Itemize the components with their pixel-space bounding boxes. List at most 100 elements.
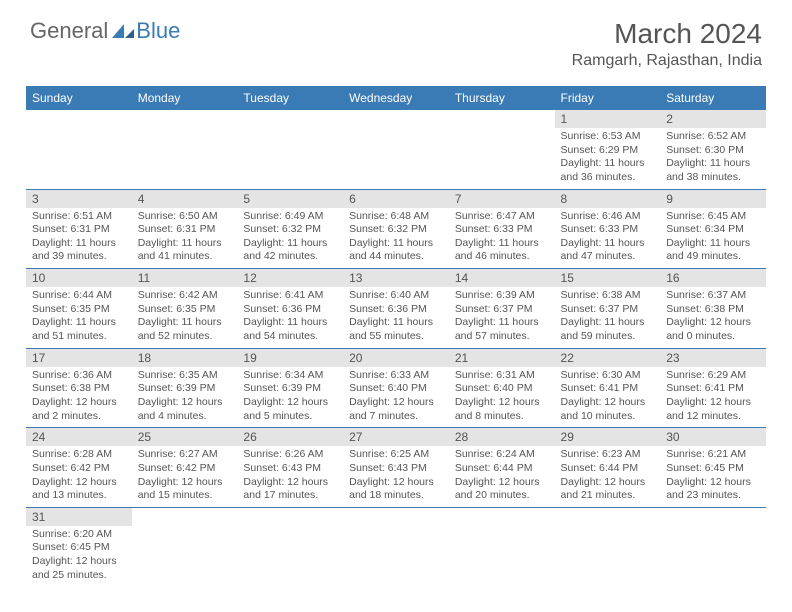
day-body: Sunrise: 6:45 AMSunset: 6:34 PMDaylight:… bbox=[660, 208, 766, 269]
sunset-text: Sunset: 6:30 PM bbox=[666, 144, 760, 158]
sunrise-text: Sunrise: 6:24 AM bbox=[455, 448, 549, 462]
daylight-text: Daylight: 11 hours and 39 minutes. bbox=[32, 237, 126, 264]
daylight-text: Daylight: 12 hours and 25 minutes. bbox=[32, 555, 126, 582]
day-number: 7 bbox=[449, 190, 555, 208]
sunrise-text: Sunrise: 6:42 AM bbox=[138, 289, 232, 303]
sunrise-text: Sunrise: 6:36 AM bbox=[32, 369, 126, 383]
calendar-cell: 27Sunrise: 6:25 AMSunset: 6:43 PMDayligh… bbox=[343, 428, 449, 508]
calendar-cell-empty bbox=[343, 110, 449, 189]
day-body: Sunrise: 6:53 AMSunset: 6:29 PMDaylight:… bbox=[555, 128, 661, 189]
calendar-cell: 7Sunrise: 6:47 AMSunset: 6:33 PMDaylight… bbox=[449, 189, 555, 269]
weekday-header: Sunday bbox=[26, 86, 132, 110]
sunrise-text: Sunrise: 6:52 AM bbox=[666, 130, 760, 144]
daylight-text: Daylight: 12 hours and 20 minutes. bbox=[455, 476, 549, 503]
day-body: Sunrise: 6:24 AMSunset: 6:44 PMDaylight:… bbox=[449, 446, 555, 507]
sunset-text: Sunset: 6:45 PM bbox=[32, 541, 126, 555]
sunrise-text: Sunrise: 6:25 AM bbox=[349, 448, 443, 462]
day-body: Sunrise: 6:27 AMSunset: 6:42 PMDaylight:… bbox=[132, 446, 238, 507]
weekday-header: Tuesday bbox=[237, 86, 343, 110]
logo-text-1: General bbox=[30, 18, 108, 44]
sunrise-text: Sunrise: 6:39 AM bbox=[455, 289, 549, 303]
sunrise-text: Sunrise: 6:35 AM bbox=[138, 369, 232, 383]
day-number: 10 bbox=[26, 269, 132, 287]
calendar-cell: 4Sunrise: 6:50 AMSunset: 6:31 PMDaylight… bbox=[132, 189, 238, 269]
calendar-cell: 17Sunrise: 6:36 AMSunset: 6:38 PMDayligh… bbox=[26, 348, 132, 428]
day-number: 24 bbox=[26, 428, 132, 446]
weekday-header-row: Sunday Monday Tuesday Wednesday Thursday… bbox=[26, 86, 766, 110]
sunset-text: Sunset: 6:44 PM bbox=[455, 462, 549, 476]
header: General Blue March 2024 Ramgarh, Rajasth… bbox=[0, 0, 792, 78]
sunset-text: Sunset: 6:44 PM bbox=[561, 462, 655, 476]
sunset-text: Sunset: 6:43 PM bbox=[243, 462, 337, 476]
day-number: 26 bbox=[237, 428, 343, 446]
calendar-cell: 5Sunrise: 6:49 AMSunset: 6:32 PMDaylight… bbox=[237, 189, 343, 269]
calendar-cell: 28Sunrise: 6:24 AMSunset: 6:44 PMDayligh… bbox=[449, 428, 555, 508]
daylight-text: Daylight: 12 hours and 4 minutes. bbox=[138, 396, 232, 423]
daylight-text: Daylight: 12 hours and 12 minutes. bbox=[666, 396, 760, 423]
location: Ramgarh, Rajasthan, India bbox=[572, 52, 762, 70]
calendar-cell: 3Sunrise: 6:51 AMSunset: 6:31 PMDaylight… bbox=[26, 189, 132, 269]
day-body: Sunrise: 6:30 AMSunset: 6:41 PMDaylight:… bbox=[555, 367, 661, 428]
calendar-cell: 31Sunrise: 6:20 AMSunset: 6:45 PMDayligh… bbox=[26, 507, 132, 586]
sunrise-text: Sunrise: 6:33 AM bbox=[349, 369, 443, 383]
day-body: Sunrise: 6:44 AMSunset: 6:35 PMDaylight:… bbox=[26, 287, 132, 348]
day-body: Sunrise: 6:20 AMSunset: 6:45 PMDaylight:… bbox=[26, 526, 132, 587]
sunrise-text: Sunrise: 6:38 AM bbox=[561, 289, 655, 303]
daylight-text: Daylight: 12 hours and 2 minutes. bbox=[32, 396, 126, 423]
day-number: 9 bbox=[660, 190, 766, 208]
sunset-text: Sunset: 6:31 PM bbox=[32, 223, 126, 237]
calendar-cell: 15Sunrise: 6:38 AMSunset: 6:37 PMDayligh… bbox=[555, 269, 661, 349]
sunrise-text: Sunrise: 6:27 AM bbox=[138, 448, 232, 462]
day-body: Sunrise: 6:51 AMSunset: 6:31 PMDaylight:… bbox=[26, 208, 132, 269]
sunrise-text: Sunrise: 6:40 AM bbox=[349, 289, 443, 303]
day-number: 22 bbox=[555, 349, 661, 367]
calendar-cell-empty bbox=[555, 507, 661, 586]
daylight-text: Daylight: 12 hours and 18 minutes. bbox=[349, 476, 443, 503]
calendar-cell: 20Sunrise: 6:33 AMSunset: 6:40 PMDayligh… bbox=[343, 348, 449, 428]
sunrise-text: Sunrise: 6:26 AM bbox=[243, 448, 337, 462]
day-number: 14 bbox=[449, 269, 555, 287]
day-body: Sunrise: 6:38 AMSunset: 6:37 PMDaylight:… bbox=[555, 287, 661, 348]
day-number: 1 bbox=[555, 110, 661, 128]
daylight-text: Daylight: 11 hours and 54 minutes. bbox=[243, 316, 337, 343]
sunrise-text: Sunrise: 6:37 AM bbox=[666, 289, 760, 303]
sail-icon bbox=[110, 22, 136, 40]
calendar-cell: 26Sunrise: 6:26 AMSunset: 6:43 PMDayligh… bbox=[237, 428, 343, 508]
calendar-cell: 14Sunrise: 6:39 AMSunset: 6:37 PMDayligh… bbox=[449, 269, 555, 349]
day-body: Sunrise: 6:28 AMSunset: 6:42 PMDaylight:… bbox=[26, 446, 132, 507]
day-number: 8 bbox=[555, 190, 661, 208]
day-number: 23 bbox=[660, 349, 766, 367]
sunset-text: Sunset: 6:40 PM bbox=[455, 382, 549, 396]
sunset-text: Sunset: 6:42 PM bbox=[32, 462, 126, 476]
weekday-header: Wednesday bbox=[343, 86, 449, 110]
sunset-text: Sunset: 6:38 PM bbox=[666, 303, 760, 317]
sunset-text: Sunset: 6:34 PM bbox=[666, 223, 760, 237]
calendar-row: 31Sunrise: 6:20 AMSunset: 6:45 PMDayligh… bbox=[26, 507, 766, 586]
day-body: Sunrise: 6:25 AMSunset: 6:43 PMDaylight:… bbox=[343, 446, 449, 507]
day-number: 17 bbox=[26, 349, 132, 367]
calendar-row: 3Sunrise: 6:51 AMSunset: 6:31 PMDaylight… bbox=[26, 189, 766, 269]
sunrise-text: Sunrise: 6:44 AM bbox=[32, 289, 126, 303]
calendar-cell-empty bbox=[343, 507, 449, 586]
weekday-header: Monday bbox=[132, 86, 238, 110]
daylight-text: Daylight: 11 hours and 49 minutes. bbox=[666, 237, 760, 264]
day-number: 27 bbox=[343, 428, 449, 446]
daylight-text: Daylight: 11 hours and 55 minutes. bbox=[349, 316, 443, 343]
sunset-text: Sunset: 6:33 PM bbox=[561, 223, 655, 237]
calendar-cell-empty bbox=[132, 507, 238, 586]
day-body: Sunrise: 6:52 AMSunset: 6:30 PMDaylight:… bbox=[660, 128, 766, 189]
sunset-text: Sunset: 6:42 PM bbox=[138, 462, 232, 476]
day-body: Sunrise: 6:40 AMSunset: 6:36 PMDaylight:… bbox=[343, 287, 449, 348]
day-body: Sunrise: 6:36 AMSunset: 6:38 PMDaylight:… bbox=[26, 367, 132, 428]
calendar-cell-empty bbox=[237, 507, 343, 586]
day-body: Sunrise: 6:35 AMSunset: 6:39 PMDaylight:… bbox=[132, 367, 238, 428]
sunset-text: Sunset: 6:40 PM bbox=[349, 382, 443, 396]
calendar-cell: 8Sunrise: 6:46 AMSunset: 6:33 PMDaylight… bbox=[555, 189, 661, 269]
day-body: Sunrise: 6:26 AMSunset: 6:43 PMDaylight:… bbox=[237, 446, 343, 507]
sunset-text: Sunset: 6:29 PM bbox=[561, 144, 655, 158]
day-body: Sunrise: 6:42 AMSunset: 6:35 PMDaylight:… bbox=[132, 287, 238, 348]
daylight-text: Daylight: 11 hours and 42 minutes. bbox=[243, 237, 337, 264]
day-body: Sunrise: 6:41 AMSunset: 6:36 PMDaylight:… bbox=[237, 287, 343, 348]
sunrise-text: Sunrise: 6:50 AM bbox=[138, 210, 232, 224]
calendar-cell: 12Sunrise: 6:41 AMSunset: 6:36 PMDayligh… bbox=[237, 269, 343, 349]
